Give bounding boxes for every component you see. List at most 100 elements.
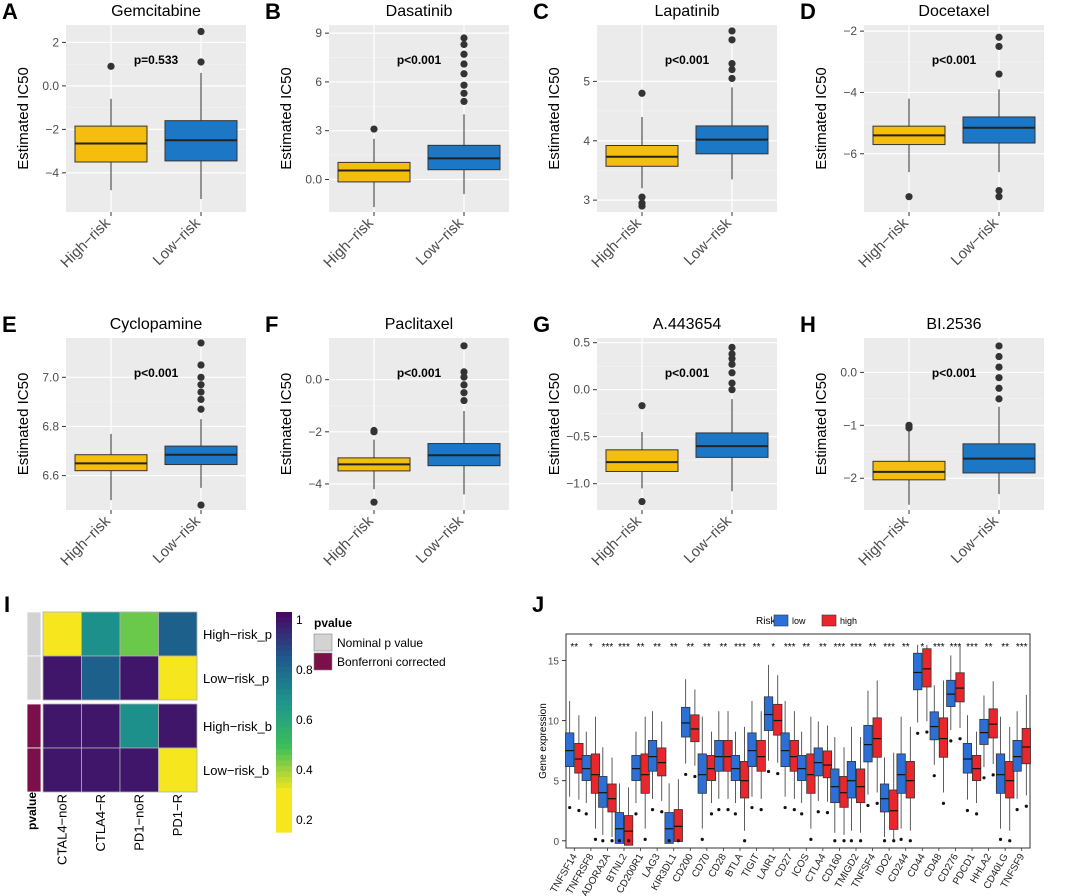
outlier-point [982,776,986,780]
y-tick-label: −2 [308,425,322,439]
outlier-point [726,808,730,812]
y-tick-label: 7.0 [42,370,59,384]
outlier-point [728,59,736,68]
box-high [938,717,949,758]
box-low [962,743,973,774]
colorbar-segment [276,727,292,734]
box-low [946,679,956,707]
plot-background [66,338,246,510]
outlier-point [1024,804,1028,808]
outlier-point [995,186,1003,195]
colorbar-segment [276,755,292,762]
outlier-point [849,839,854,843]
panel-letter: H [800,312,816,337]
outlier-point [995,42,1003,51]
box-low [681,706,691,738]
y-tick-label: 6 [315,75,322,89]
x-tick-label: Low−risk [150,512,205,567]
figure-layer: A Gemcitabine 2 0.0 −2 −4 Estimated IC50 p=0.53… [2,0,1044,896]
x-tick-label: Low−risk [948,214,1003,269]
box-high-risk [605,449,679,472]
box-low-risk [962,116,1036,144]
heatmap-row-label: High−risk_b [203,719,272,734]
outlier-point [197,27,205,36]
x-tick-label: Low−risk [413,512,468,567]
box-low [647,739,658,772]
y-tick-label: 3 [315,124,322,138]
colorbar-segment [276,777,292,784]
significance-label: ** [670,642,678,653]
box-high [856,768,866,804]
outlier-point [370,426,378,435]
legend-label: high [840,616,857,626]
outlier-point [460,389,468,397]
box-low [830,768,840,804]
outlier-point [460,396,468,405]
outlier-point [833,839,837,843]
significance-label: *** [950,642,962,653]
y-tick-label: −6 [843,147,857,161]
colorbar-segment [276,793,292,800]
outlier-point [717,808,721,812]
y-tick-label: 4 [583,134,590,148]
significance-label: *** [883,642,895,653]
heatmap-cell [158,655,198,701]
colorbar-segment [276,738,292,745]
colorbar-segment [276,623,292,630]
y-tick-label: 9 [315,26,322,40]
box-high [657,747,667,777]
outlier-point [733,812,738,816]
significance-label: ** [869,642,877,653]
x-tick-label: High−risk [320,512,377,569]
box-low [614,812,625,844]
colorbar-segment [276,716,292,723]
box-low [846,761,857,799]
y-tick-label: 0 [553,837,559,848]
heatmap-cell [42,747,82,793]
legend-swatch [773,614,789,627]
box-high [905,761,915,799]
outlier-point [638,202,646,210]
outlier-point [882,839,887,843]
colorbar-segment [276,799,292,806]
panel-letter: F [265,312,278,337]
box-high [590,753,601,794]
significance-label: ** [637,642,645,653]
outlier-point [995,33,1003,41]
colorbar-segment [276,711,292,718]
outlier-point [875,801,879,805]
colorbar-segment [276,617,292,624]
panel-letter: E [2,312,17,337]
outlier-point [667,839,671,843]
significance-label: *** [602,642,614,653]
significance-label: ** [703,642,711,653]
y-axis-label: Estimated IC50 [546,373,563,476]
outlier-point [995,395,1003,403]
y-axis-label: Estimated IC50 [278,67,295,170]
colorbar-tick-label: 0.2 [296,813,313,827]
y-tick-label: 0.0 [573,383,590,397]
box-low [565,732,575,767]
outlier-point [634,812,638,816]
box-high [756,739,766,772]
outlier-point [743,839,747,843]
panel-c: C Lapatinib 5 4 3 Estimated IC50 p<0.001 High−r… [533,0,777,271]
outlier-point [995,363,1003,371]
significance-label: * [589,642,593,653]
legend-title: Risk [756,616,776,627]
colorbar-segment [276,700,292,707]
heatmap-cell [42,655,82,701]
box-high [773,703,783,736]
colorbar-segment [276,683,292,690]
heatmap-column-label: CTLA4−R [93,794,108,851]
box-high [690,714,700,743]
p-value-label: p=0.533 [134,53,179,67]
outlier-point [460,342,468,350]
outlier-point [825,810,830,815]
y-tick-label: 2 [52,35,59,49]
outlier-point [638,193,646,201]
y-tick-label: 0.0 [840,365,857,379]
heatmap-row-label: High−risk_p [203,627,272,642]
outlier-point [842,839,846,843]
